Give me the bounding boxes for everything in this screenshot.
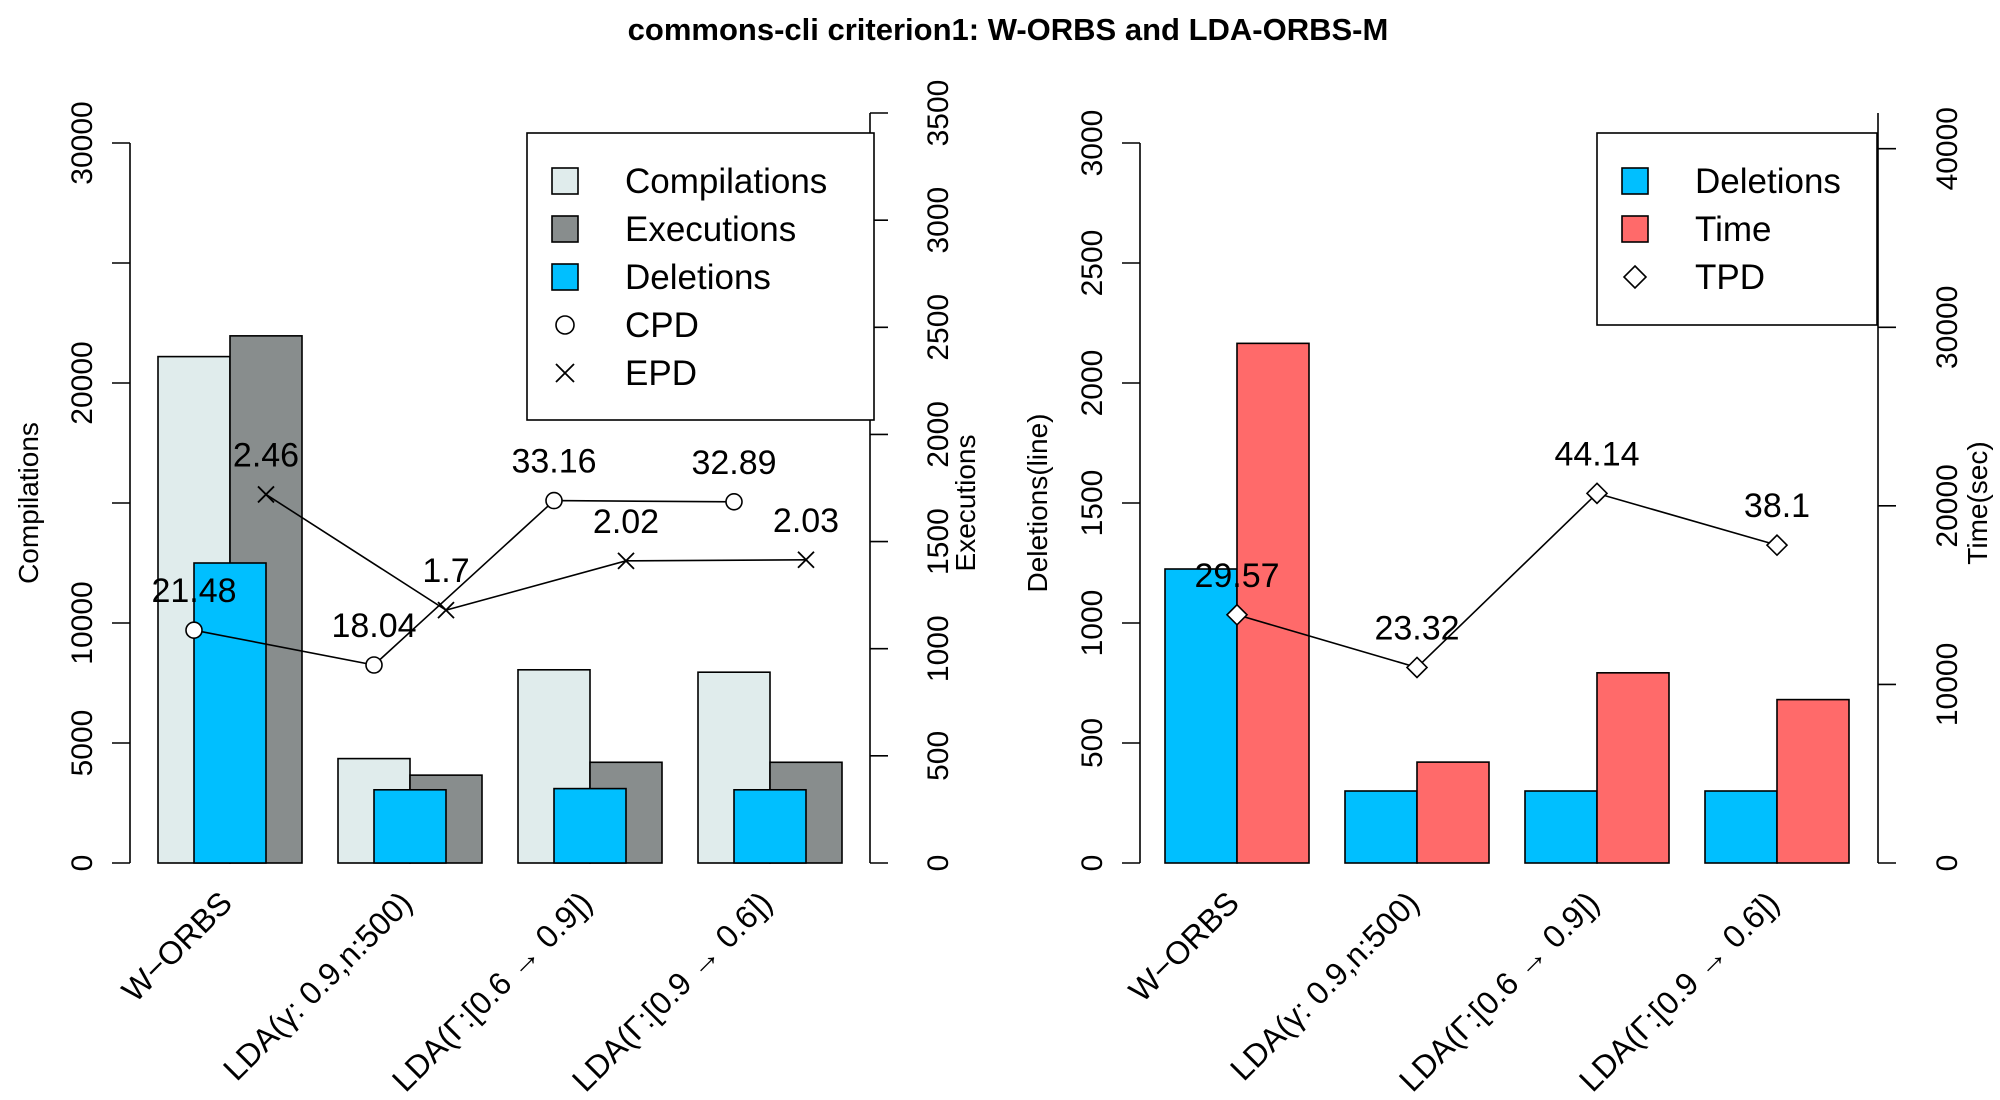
right-panel-tpd-point-3 [1585, 482, 1609, 505]
right-panel-tpd-point-4 [1765, 534, 1789, 557]
left-panel-left-tick-label: 20000 [66, 341, 99, 424]
left-panel-bar-deletions-4 [733, 788, 807, 864]
right-panel-category-label-1: W−ORBS [1122, 884, 1246, 1008]
right-panel-line-tpd [1236, 492, 1778, 669]
left-panel-right-tick-label: 3500 [922, 80, 955, 147]
left-panel-legend-compilations-label: Compilations [625, 162, 827, 201]
right-panel-bar-time-4 [1776, 698, 1850, 864]
left-panel-epd-label-1: 2.46 [233, 436, 299, 474]
left-panel-cpd-label-3: 33.16 [511, 443, 596, 481]
left-panel-left-tick-label: 5000 [66, 710, 99, 777]
right-panel-right-tick-label: 0 [1931, 855, 1964, 872]
left-panel-category-label-2: LDA(γ: 0.9,n:500) [216, 884, 419, 1087]
left-panel-right-tick-label: 1500 [922, 508, 955, 575]
right-panel-bar-time-1 [1236, 342, 1310, 864]
left-panel-line-cpd [193, 499, 735, 666]
left-panel-bar-deletions-3 [553, 787, 627, 864]
right-panel-legend-deletions-label: Deletions [1695, 162, 1841, 201]
right-panel-tpd-label-3: 44.14 [1554, 435, 1639, 473]
right-panel-left-tick-label: 1000 [1076, 590, 1109, 657]
left-panel-left-tick-label: 30000 [66, 101, 99, 184]
right-panel-right-tick-label: 20000 [1931, 464, 1964, 547]
left-panel-line-epd [265, 493, 807, 612]
left-panel-cpd-label-4: 32.89 [691, 444, 776, 482]
left-panel-right-tick-label: 2500 [922, 294, 955, 361]
right-panel-right-tick-label: 40000 [1931, 107, 1964, 190]
left-panel-category-label-3: LDA(Γ:[0.6 → 0.9]) [385, 884, 599, 1098]
right-panel: 0 500 1000 1500 2000 2500 3000 Deletions(line) 0… [1022, 107, 1993, 1098]
right-panel-bar-deletions-3 [1524, 790, 1598, 864]
right-panel-bar-deletions-1 [1164, 568, 1238, 864]
right-panel-bar-deletions-4 [1704, 790, 1778, 864]
right-panel-left-tick-label: 0 [1076, 855, 1109, 872]
left-panel-bar-deletions-1 [193, 562, 267, 864]
left-panel-left-axis-label: Compilations [13, 422, 44, 584]
right-panel-legend-tpd-marker [1622, 264, 1648, 290]
left-panel: 0 5000 10000 20000 30000 Compilations 0 500 1000… [13, 80, 981, 1099]
right-panel-left-tick-label: 500 [1076, 718, 1109, 768]
left-panel-cpd-label-2: 18.04 [331, 607, 416, 645]
left-panel-cpd-point-2 [365, 656, 383, 674]
right-panel-right-tick-label: 10000 [1931, 643, 1964, 726]
left-panel-cpd-point-4 [725, 492, 743, 511]
left-panel-legend-executions-swatch [551, 215, 579, 243]
left-panel-category-label-1: W−ORBS [115, 884, 239, 1008]
left-panel-epd-label-2: 1.7 [422, 552, 469, 590]
right-panel-tpd-label-2: 23.32 [1374, 609, 1459, 647]
left-panel-epd-point-2 [437, 601, 455, 619]
left-panel-legend-deletions-label: Deletions [625, 258, 771, 297]
left-panel-left-tick-label: 0 [66, 855, 99, 872]
right-panel-left-axis-label: Deletions(line) [1022, 414, 1053, 593]
right-panel-category-label-3: LDA(Γ:[0.6 → 0.9]) [1392, 884, 1606, 1098]
right-panel-left-tick-label: 3000 [1076, 110, 1109, 177]
left-panel-cpd-point-1 [185, 621, 203, 640]
left-panel-epd-label-3: 2.02 [593, 503, 659, 541]
left-panel-legend-executions-label: Executions [625, 210, 796, 249]
left-panel-right-tick-label: 0 [922, 855, 955, 872]
right-panel-bar-time-2 [1416, 761, 1490, 864]
right-panel-right-axis-label: Time(sec) [1962, 441, 1993, 564]
right-panel-category-label-4: LDA(Γ:[0.9 → 0.6]) [1572, 884, 1786, 1098]
right-panel-legend-time-label: Time [1695, 210, 1771, 249]
right-panel-tpd-label-4: 38.1 [1744, 487, 1810, 525]
right-panel-category-label-2: LDA(γ: 0.9,n:500) [1223, 884, 1426, 1087]
right-panel-legend-tpd-label: TPD [1695, 258, 1765, 297]
left-panel-cpd-label-1: 21.48 [151, 572, 236, 610]
right-panel-tpd-point-1 [1225, 603, 1249, 626]
right-panel-left-tick-label: 2500 [1076, 230, 1109, 297]
left-panel-epd-point-1 [257, 485, 275, 504]
left-panel-right-tick-label: 500 [922, 731, 955, 781]
left-panel-category-label-4: LDA(Γ:[0.9 → 0.6]) [565, 884, 779, 1098]
left-panel-legend-cpd-label: CPD [625, 306, 699, 345]
left-panel-legend-box [526, 132, 875, 421]
right-panel-right-tick-label: 30000 [1931, 286, 1964, 369]
chart-title: commons-cli criterion1: W-ORBS and LDA-O… [628, 12, 1389, 47]
left-panel-legend-compilations-swatch [551, 167, 579, 195]
right-panel-tpd-point-2 [1405, 656, 1429, 679]
left-panel-cpd-point-3 [545, 491, 563, 510]
left-panel-legend-epd-label: EPD [625, 354, 697, 393]
left-panel-legend-epd-marker [555, 363, 575, 383]
right-panel-bar-time-3 [1596, 672, 1670, 864]
left-panel-right-axis-label: Executions [950, 435, 981, 572]
left-panel-right-tick-label: 3000 [922, 187, 955, 254]
left-panel-left-tick-label: 10000 [66, 581, 99, 664]
left-panel-legend-deletions-swatch [551, 263, 579, 291]
right-panel-bar-deletions-2 [1344, 790, 1418, 864]
right-panel-left-tick-label: 2000 [1076, 350, 1109, 417]
left-panel-epd-point-3 [617, 552, 635, 570]
right-panel-tpd-label-1: 29.57 [1194, 557, 1279, 595]
left-panel-epd-point-4 [797, 551, 815, 569]
right-panel-left-tick-label: 1500 [1076, 470, 1109, 537]
right-panel-legend-deletions-swatch [1621, 167, 1649, 195]
left-panel-legend-cpd-marker [555, 315, 575, 335]
right-panel-legend-time-swatch [1621, 215, 1649, 243]
left-panel-right-tick-label: 1000 [922, 615, 955, 682]
left-panel-bar-deletions-2 [373, 788, 447, 864]
left-panel-right-tick-label: 2000 [922, 401, 955, 468]
left-panel-epd-label-4: 2.03 [773, 502, 839, 540]
